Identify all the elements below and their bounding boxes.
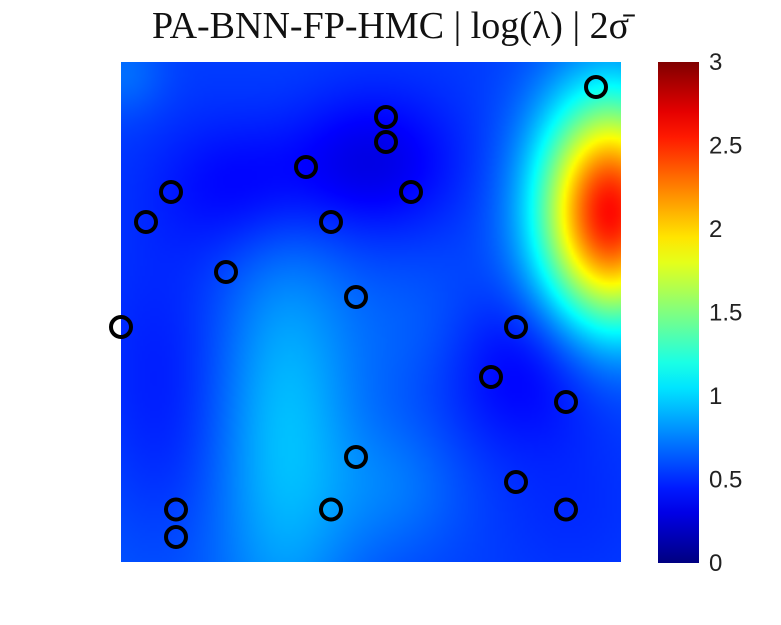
- colorbar-tick-label: 1.5: [709, 300, 742, 327]
- sample-point-marker: [344, 285, 368, 309]
- colorbar: [658, 62, 699, 563]
- colorbar-tick-label: 0: [709, 550, 722, 577]
- sample-point-marker: [504, 315, 528, 339]
- heatmap-field: [121, 62, 621, 562]
- sample-point-marker: [584, 75, 608, 99]
- sample-point-marker: [134, 210, 158, 234]
- sample-point-marker: [504, 470, 528, 494]
- sample-point-marker: [159, 180, 183, 204]
- chart-title: PA-BNN-FP-HMC | log(λ) | 2σ̄: [151, 5, 630, 47]
- sample-point-marker: [479, 365, 503, 389]
- colorbar-tick-label: 2: [709, 216, 722, 243]
- sample-point-marker: [374, 130, 398, 154]
- sample-point-marker: [164, 525, 188, 549]
- sample-point-marker: [374, 105, 398, 129]
- colorbar-tick-label: 3: [709, 49, 722, 76]
- sample-point-marker: [109, 315, 133, 339]
- sample-point-marker: [294, 155, 318, 179]
- colorbar-tick-label: 0.5: [709, 467, 742, 494]
- sample-point-marker: [344, 445, 368, 469]
- sample-point-marker: [319, 210, 343, 234]
- sample-point-marker: [214, 260, 238, 284]
- sample-point-marker: [399, 180, 423, 204]
- sample-point-marker: [319, 497, 343, 522]
- colorbar-ticks: 0 0.5 1 1.5 2 2.5 3: [709, 49, 742, 577]
- sample-point-marker: [554, 497, 578, 522]
- sample-point-marker: [164, 497, 188, 522]
- sample-point-marker: [554, 390, 578, 414]
- colorbar-tick-label: 2.5: [709, 133, 742, 160]
- sample-points: [109, 75, 608, 549]
- colorbar-tick-label: 1: [709, 383, 722, 410]
